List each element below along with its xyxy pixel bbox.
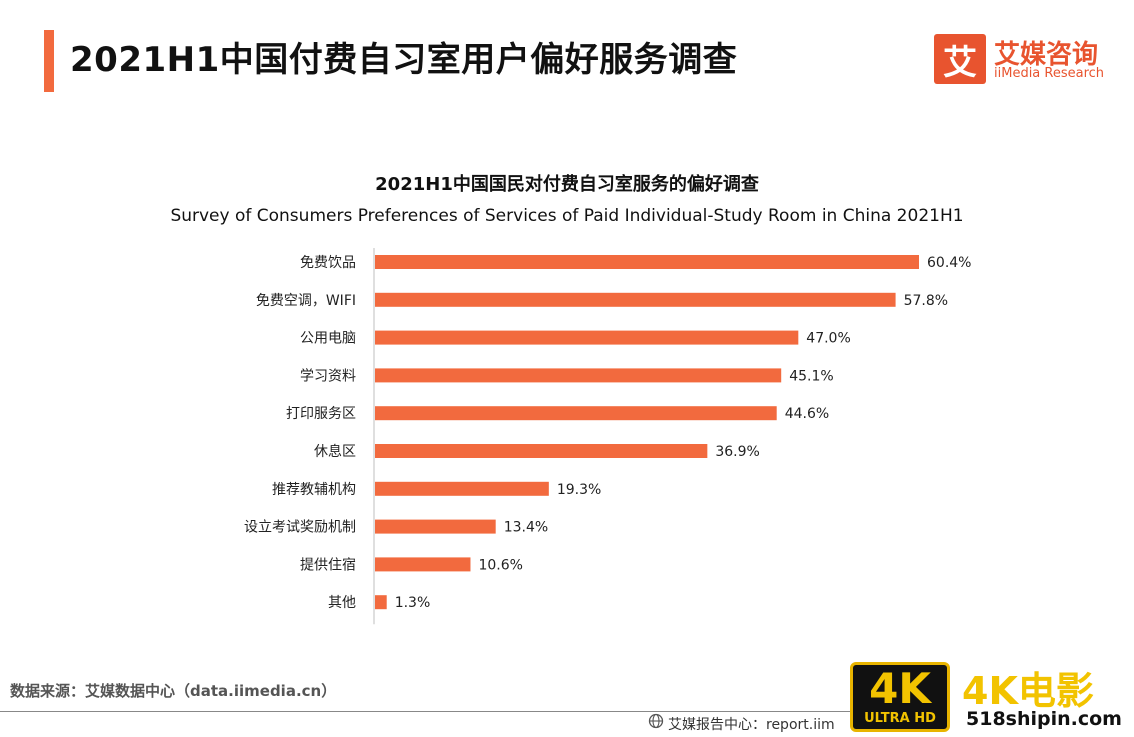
watermark-badge-sub: ULTRA HD — [864, 711, 936, 726]
bar-chart: 免费饮品 60.4% 免费空调，WIFI 57.8% 公用电脑 47.0% 学习资料 45.1… — [244, 248, 971, 625]
logo-name-cn: 艾媒咨询 — [994, 40, 1099, 70]
watermark-badge-main: 4K — [869, 664, 931, 713]
category-label: 其他 — [328, 595, 356, 611]
globe-icon — [648, 713, 664, 729]
page-title: 2021H1中国付费自习室用户偏好服务调查 — [70, 40, 738, 80]
data-source: 数据来源：艾媒数据中心（data.iimedia.cn） — [10, 682, 337, 700]
value-label: 57.8% — [904, 293, 948, 309]
category-label: 休息区 — [314, 443, 356, 460]
watermark-url: 518shipin.com — [966, 708, 1122, 730]
bar — [375, 557, 471, 572]
bar — [375, 519, 496, 534]
value-label: 13.4% — [504, 520, 548, 536]
category-label: 打印服务区 — [286, 405, 356, 422]
category-label: 推荐教辅机构 — [272, 482, 356, 498]
value-label: 60.4% — [927, 255, 971, 271]
category-label: 学习资料 — [300, 368, 356, 384]
bar — [375, 292, 896, 307]
title-accent-bar — [44, 30, 54, 92]
chart-title: 2021H1中国国民对付费自习室服务的偏好调查 — [375, 174, 759, 195]
logo-name-en: iiMedia Research — [994, 66, 1105, 81]
bar — [375, 330, 799, 345]
value-label: 47.0% — [806, 331, 850, 347]
bar — [375, 368, 782, 383]
value-label: 19.3% — [557, 482, 601, 498]
bar — [375, 255, 919, 269]
footer-divider — [0, 711, 850, 712]
bar — [375, 481, 549, 496]
value-label: 1.3% — [395, 595, 431, 611]
logo-mark: 艾 — [934, 34, 986, 84]
category-label: 免费饮品 — [300, 255, 356, 271]
value-label: 45.1% — [789, 368, 833, 384]
category-label: 提供住宿 — [300, 556, 356, 573]
report-center-link[interactable]: 艾媒报告中心：report.iim — [668, 717, 835, 733]
value-label: 36.9% — [715, 444, 759, 460]
category-label: 公用电脑 — [300, 331, 356, 347]
bar — [375, 595, 387, 610]
bar — [375, 444, 708, 458]
4k-watermark-badge: 4K ULTRA HD — [850, 662, 950, 732]
value-label: 10.6% — [478, 557, 522, 573]
value-label: 44.6% — [785, 406, 829, 422]
iimedia-logo: 艾 艾媒咨询 iiMedia Research — [934, 34, 1114, 86]
category-label: 设立考试奖励机制 — [244, 519, 356, 536]
category-label: 免费空调，WIFI — [256, 293, 356, 309]
chart-subtitle: Survey of Consumers Preferences of Servi… — [170, 206, 964, 226]
bar — [375, 406, 777, 421]
watermark-name: 4K电影 — [962, 669, 1094, 713]
